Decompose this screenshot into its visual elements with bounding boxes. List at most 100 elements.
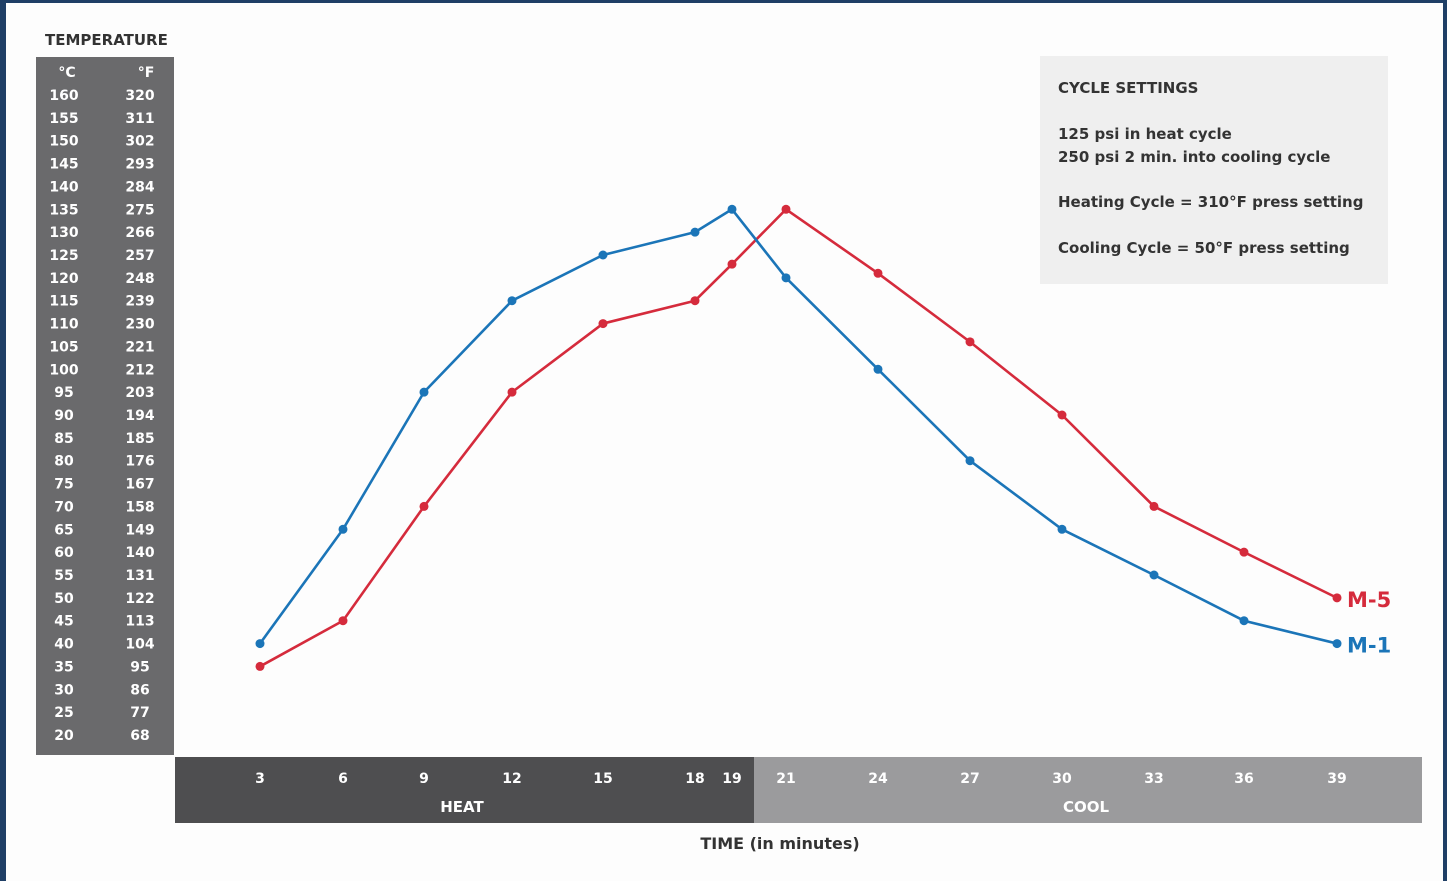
y-tick-label-c: 140	[49, 179, 78, 195]
x-tick-label: 6	[338, 771, 348, 787]
y-tick-label-f: 284	[125, 179, 154, 195]
y-tick-label-f: 230	[125, 317, 154, 333]
data-point-m-5	[690, 296, 700, 306]
heat-label: HEAT	[440, 798, 484, 816]
x-tick-label: 36	[1234, 771, 1253, 787]
settings-line-cool-psi: 250 psi 2 min. into cooling cycle	[1058, 148, 1330, 166]
y-tick-label-f: 149	[125, 522, 154, 538]
data-point-m-5	[727, 259, 737, 269]
data-point-m-1	[690, 227, 700, 237]
data-point-m-1	[255, 639, 265, 649]
data-point-m-1	[598, 250, 608, 260]
data-point-m-1	[1057, 524, 1067, 534]
cycle-settings-box	[1040, 56, 1388, 284]
y-tick-label-f: 95	[130, 659, 149, 675]
y-tick-label-f: 122	[125, 591, 154, 607]
y-tick-label-f: 158	[125, 499, 154, 515]
y-tick-label-c: 45	[54, 614, 73, 630]
data-point-m-5	[255, 661, 265, 671]
cycle-settings-title: CYCLE SETTINGS	[1058, 79, 1198, 97]
data-point-m-1	[338, 524, 348, 534]
y-axis-title: TEMPERATURE	[45, 31, 168, 49]
y-tick-label-c: 120	[49, 271, 78, 287]
x-tick-labels: 3 6 9 12 15 18 19 21 24 27 30 33 36 39	[255, 771, 1347, 787]
y-tick-label-f: 194	[125, 408, 154, 424]
series-layer: M-5 M-1	[255, 204, 1391, 671]
y-tick-label-f: 140	[125, 545, 154, 561]
y-tick-label-f: 113	[125, 614, 154, 630]
cool-band	[754, 757, 1422, 823]
x-tick-label: 3	[255, 771, 265, 787]
settings-line-heat-psi: 125 psi in heat cycle	[1058, 125, 1232, 143]
data-point-m-1	[1332, 639, 1342, 649]
y-tick-label-c: 55	[54, 568, 73, 584]
y-tick-label-f: 221	[125, 339, 154, 355]
x-tick-label: 21	[776, 771, 795, 787]
data-point-m-5	[781, 204, 791, 214]
series-label-m-1: M-1	[1347, 634, 1391, 658]
data-point-m-5	[1057, 410, 1067, 420]
data-point-m-1	[873, 364, 883, 374]
y-tick-label-c: 25	[54, 705, 73, 721]
data-point-m-5	[965, 337, 975, 347]
y-tick-label-f: 293	[125, 157, 154, 173]
data-point-m-5	[873, 268, 883, 278]
x-tick-label: 9	[419, 771, 429, 787]
data-point-m-5	[338, 616, 348, 626]
x-tick-label: 30	[1052, 771, 1072, 787]
data-point-m-1	[965, 456, 975, 466]
y-tick-label-c: 105	[49, 339, 78, 355]
series-label-m-5: M-5	[1347, 588, 1391, 612]
y-tick-label-f: 167	[125, 477, 154, 493]
y-tick-label-f: 86	[130, 682, 149, 698]
x-tick-label: 15	[593, 771, 612, 787]
y-tick-label-c: 60	[54, 545, 74, 561]
settings-line-heating-cycle: Heating Cycle = 310°F press setting	[1058, 193, 1363, 211]
data-point-m-1	[727, 204, 737, 214]
y-tick-label-f: 311	[125, 111, 154, 127]
x-tick-label: 12	[502, 771, 521, 787]
y-tick-label-c: 85	[54, 431, 73, 447]
y-tick-label-c: 75	[54, 477, 73, 493]
data-point-m-1	[1149, 570, 1159, 580]
y-tick-label-f: 68	[130, 728, 149, 744]
y-tick-label-c: 90	[54, 408, 74, 424]
y-tick-label-c: 145	[49, 157, 78, 173]
y-tick-label-c: 50	[54, 591, 74, 607]
y-unit-fahrenheit: °F	[138, 65, 155, 81]
y-tick-label-c: 160	[49, 88, 78, 104]
settings-line-cooling-cycle: Cooling Cycle = 50°F press setting	[1058, 239, 1350, 257]
y-tick-label-f: 185	[125, 431, 154, 447]
y-tick-label-f: 248	[125, 271, 154, 287]
y-tick-label-c: 65	[54, 522, 73, 538]
y-tick-label-f: 257	[125, 248, 154, 264]
y-tick-label-c: 130	[49, 225, 78, 241]
x-tick-label: 27	[960, 771, 979, 787]
y-tick-label-c: 155	[49, 111, 78, 127]
y-tick-label-f: 77	[130, 705, 149, 721]
x-tick-label: 24	[868, 771, 888, 787]
y-tick-label-f: 275	[125, 202, 154, 218]
y-tick-label-c: 30	[54, 682, 74, 698]
y-tick-label-c: 115	[49, 294, 78, 310]
y-tick-label-c: 95	[54, 385, 73, 401]
x-axis-title: TIME (in minutes)	[700, 834, 859, 853]
y-tick-label-f: 131	[125, 568, 154, 584]
y-tick-label-c: 110	[49, 317, 78, 333]
data-point-m-5	[1332, 593, 1342, 603]
y-tick-label-f: 176	[125, 454, 154, 470]
y-tick-label-f: 104	[125, 637, 154, 653]
y-unit-celsius: °C	[58, 65, 75, 81]
y-tick-label-f: 266	[125, 225, 154, 241]
y-tick-label-c: 80	[54, 454, 74, 470]
data-point-m-1	[507, 296, 517, 306]
y-tick-label-f: 320	[125, 88, 154, 104]
data-point-m-1	[781, 273, 791, 283]
x-tick-label: 18	[685, 771, 704, 787]
x-tick-label: 33	[1144, 771, 1163, 787]
series-line-m-1	[258, 207, 1338, 645]
data-point-m-1	[1239, 616, 1249, 626]
data-point-m-5	[598, 319, 608, 329]
heat-band	[175, 757, 754, 823]
